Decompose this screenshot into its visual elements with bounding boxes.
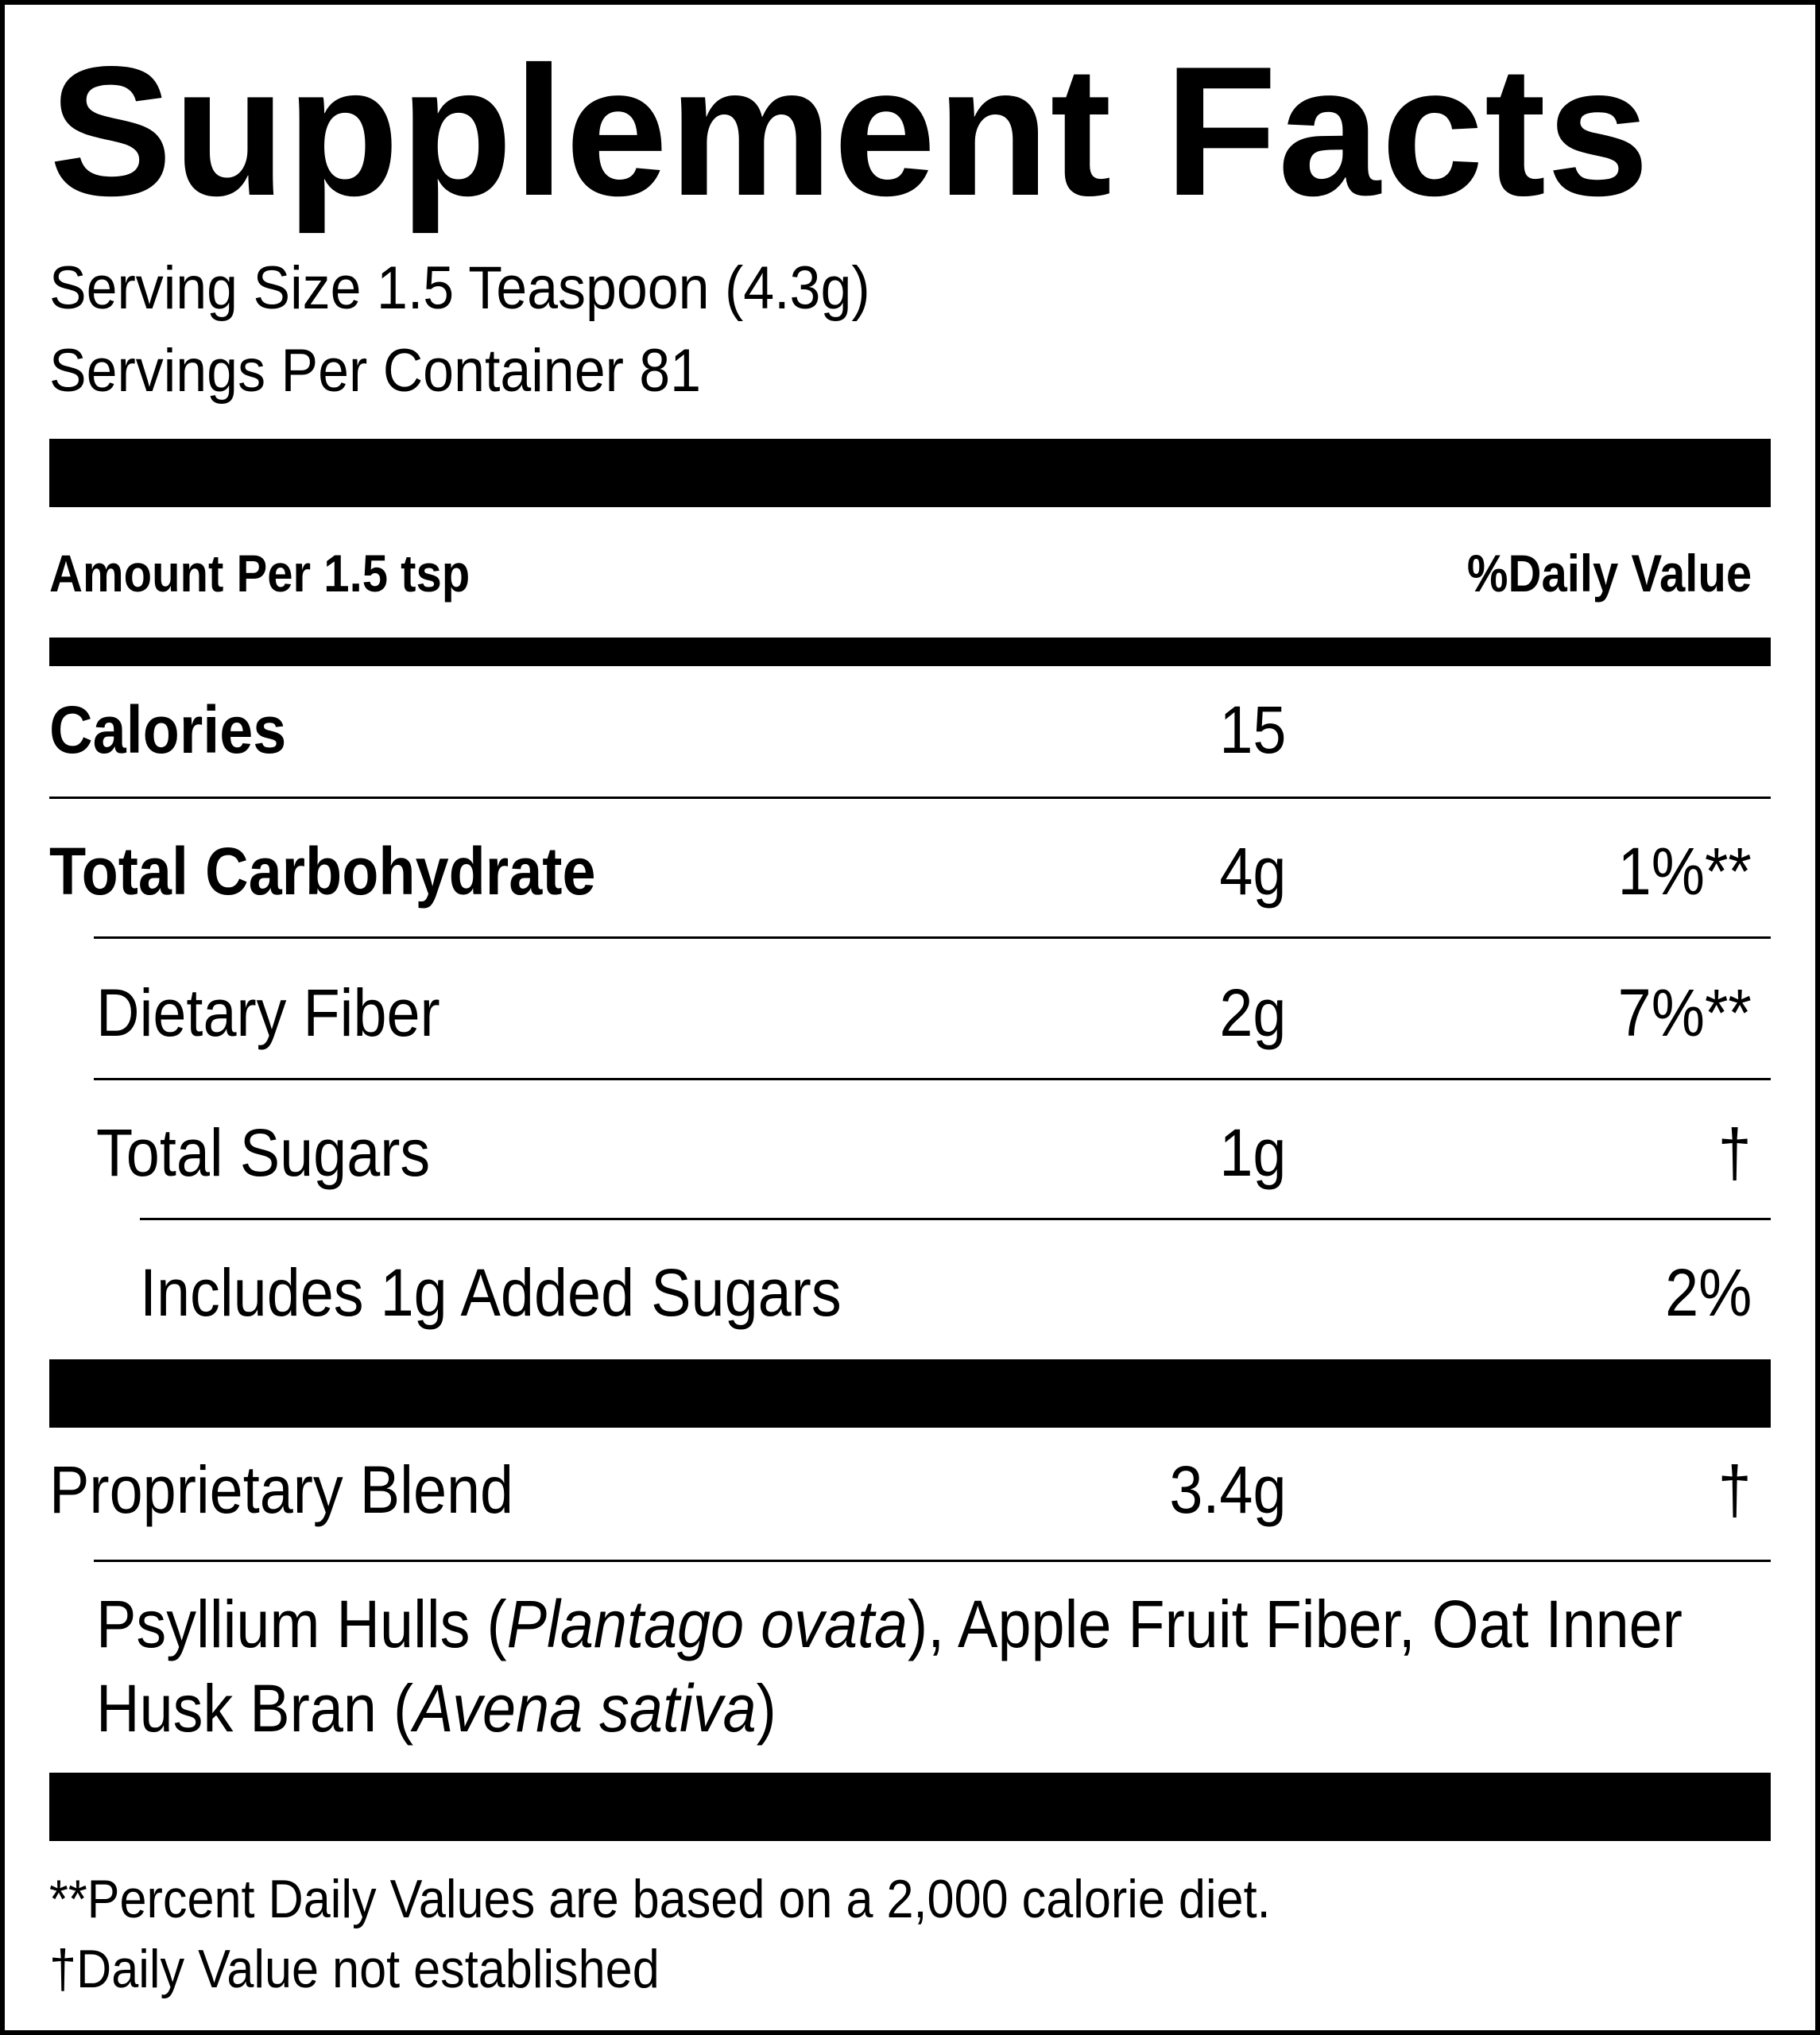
total-carbohydrate-dv: 1%** [1617,834,1752,909]
total-carbohydrate-label: Total Carbohydrate [49,834,596,909]
proprietary-blend-amount: 3.4g [1168,1452,1286,1527]
footnote-daily-values: **Percent Daily Values are based on a 2,… [49,1869,1271,1929]
row-divider [94,936,1771,939]
dietary-fiber-amount: 2g [1218,975,1286,1050]
row-divider [94,1560,1771,1562]
calories-label: Calories [49,692,287,767]
footnote-not-established: †Daily Value not established [49,1939,660,1999]
total-carbohydrate-amount: 4g [1218,834,1286,909]
ingredients-text: Psyllium Hulls ( [96,1587,507,1661]
ingredients-text: ) [756,1671,776,1746]
daily-value-header: %Daily Value [1466,544,1752,603]
proprietary-blend-label: Proprietary Blend [49,1452,514,1527]
ingredients-text: ), Apple Fruit Fiber, Oat Inner Husk Bra… [96,1587,1683,1746]
added-sugars-label: Includes 1g Added Sugars [140,1255,842,1330]
ingredients-latin-name: Avena sativa [413,1671,757,1746]
dietary-fiber-dv: 7%** [1617,975,1752,1050]
thick-divider [49,439,1771,507]
panel-title: Supplement Facts [49,29,1651,235]
total-sugars-label: Total Sugars [96,1115,431,1190]
added-sugars-dv: 2% [1664,1255,1752,1330]
amount-per-header: Amount Per 1.5 tsp [49,544,470,603]
row-divider [49,797,1771,799]
dietary-fiber-label: Dietary Fiber [96,975,440,1050]
blend-ingredients: Psyllium Hulls (Plantago ovata), Apple F… [96,1582,1734,1750]
ingredients-latin-name: Plantago ovata [506,1587,908,1661]
serving-size: Serving Size 1.5 Teaspoon (4.3g) [49,254,870,322]
thick-divider [49,1773,1771,1841]
medium-divider [49,638,1771,666]
servings-per-container: Servings Per Container 81 [49,337,702,405]
total-sugars-dv: † [1717,1115,1752,1190]
calories-amount: 15 [1218,692,1286,767]
row-divider [140,1218,1771,1220]
thick-divider [49,1359,1771,1428]
proprietary-blend-dv: † [1717,1452,1752,1527]
row-divider [94,1078,1771,1080]
total-sugars-amount: 1g [1218,1115,1286,1190]
